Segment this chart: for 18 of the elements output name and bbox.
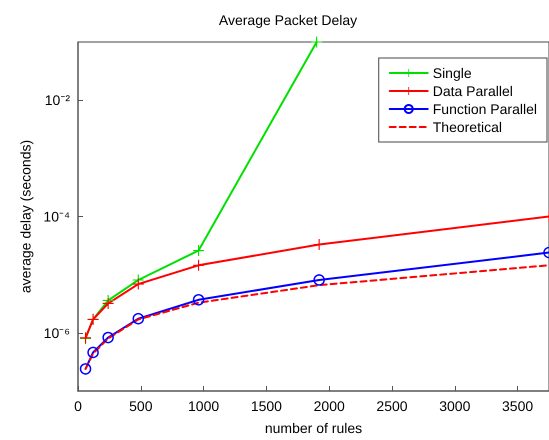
y-tick-label: 10⁻² [44,92,70,108]
legend-label: Data Parallel [432,83,513,99]
x-tick-label: 2000 [314,398,345,414]
x-tick-label: 3000 [439,398,471,414]
chart-title: Average Packet Delay [218,12,358,28]
x-tick-label: 0 [74,398,82,414]
x-tick-label: 3500 [502,398,534,414]
legend-label: Single [432,65,472,81]
legend-label: Theoretical [432,119,502,135]
x-tick-label: 1500 [250,398,282,414]
y-axis-title: average delay (seconds) [18,140,34,294]
x-axis-title: number of rules [264,420,362,436]
x-tick-label: 1000 [188,398,220,414]
y-tick-label: 10⁻⁶ [44,324,70,341]
x-tick-label: 2500 [376,398,408,414]
legend-label: Function Parallel [432,101,538,117]
y-tick-label: 10⁻⁴ [43,208,70,224]
x-tick-label: 500 [129,398,153,414]
